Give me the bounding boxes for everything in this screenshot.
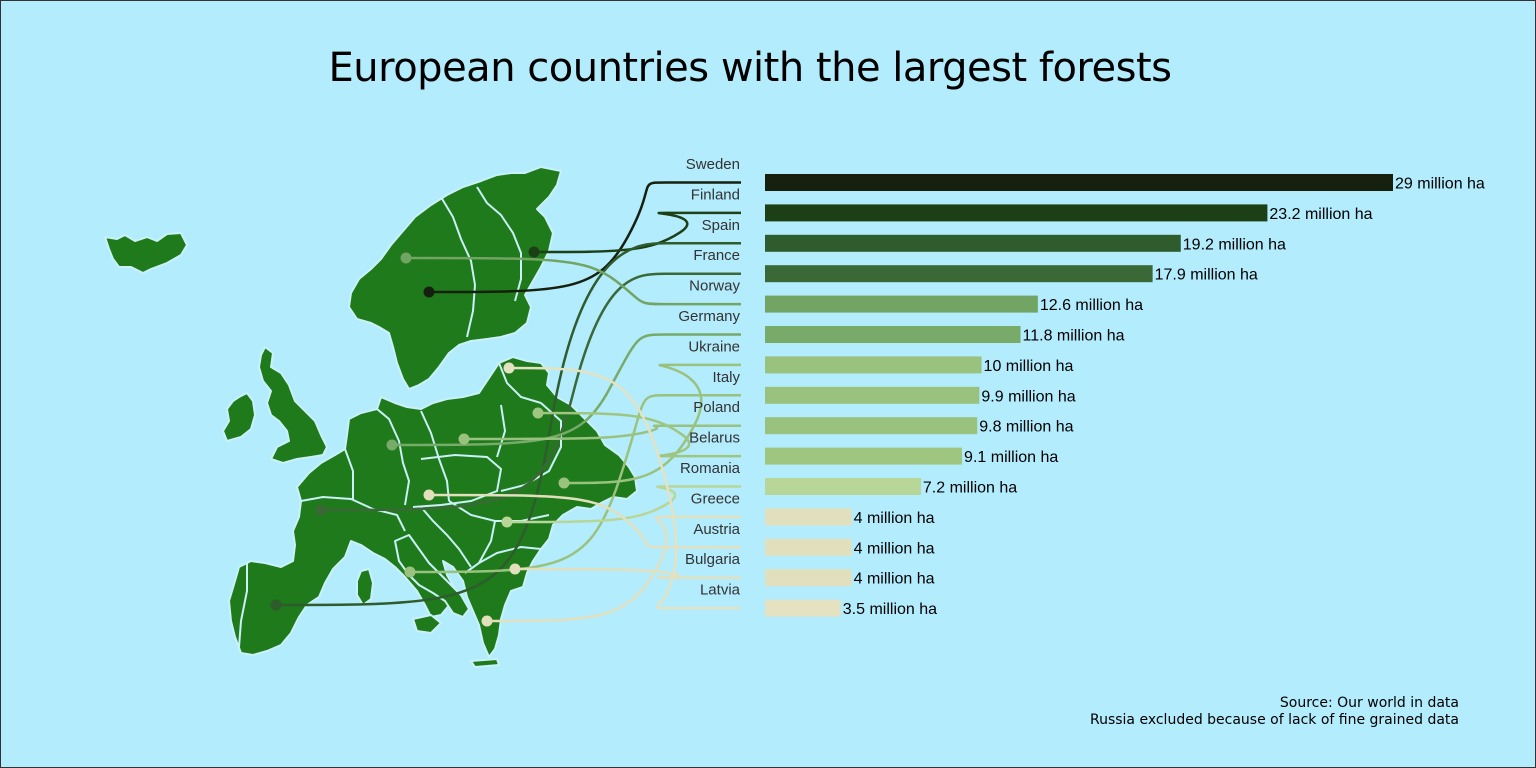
map-continent bbox=[228, 356, 638, 658]
map-dot-spain bbox=[270, 599, 282, 611]
map-dot-sweden bbox=[423, 286, 435, 298]
bar-austria bbox=[765, 538, 852, 556]
category-label-latvia: Latvia bbox=[700, 582, 741, 599]
category-label-norway: Norway bbox=[689, 278, 740, 295]
map-italy bbox=[394, 534, 470, 618]
bar-germany bbox=[765, 326, 1021, 343]
bar-spain bbox=[765, 234, 1181, 252]
category-label-ukraine: Ukraine bbox=[688, 338, 740, 355]
connector-belarus bbox=[537, 411, 741, 458]
value-label-romania: 7.2 million ha bbox=[923, 480, 1017, 497]
bar-finland bbox=[765, 204, 1268, 222]
value-label-sweden: 29 million ha bbox=[1395, 176, 1485, 193]
category-label-spain: Spain bbox=[702, 217, 740, 234]
category-label-romania: Romania bbox=[680, 460, 741, 477]
category-label-finland: Finland bbox=[691, 186, 740, 203]
value-label-latvia: 3.5 million ha bbox=[843, 601, 937, 618]
map-dot-finland bbox=[528, 246, 540, 258]
map-iceland bbox=[104, 232, 188, 274]
map-dot-bulgaria bbox=[509, 563, 521, 575]
connector-romania bbox=[506, 485, 741, 524]
map-crete bbox=[470, 658, 500, 668]
map-dot-austria bbox=[423, 489, 435, 501]
connector-italy bbox=[409, 394, 741, 574]
value-label-belarus: 9.1 million ha bbox=[964, 449, 1058, 466]
map-dot-ukraine bbox=[558, 477, 570, 489]
value-label-norway: 12.6 million ha bbox=[1040, 297, 1143, 314]
category-label-france: France bbox=[693, 247, 740, 264]
value-label-ukraine: 10 million ha bbox=[984, 358, 1074, 375]
map-scandinavia bbox=[348, 166, 562, 390]
map-dot-italy bbox=[404, 566, 416, 578]
bar-latvia bbox=[765, 599, 841, 617]
value-label-poland: 9.8 million ha bbox=[979, 419, 1073, 436]
source-caveat: Russia excluded because of lack of fine … bbox=[1089, 712, 1459, 728]
connector-lines bbox=[270, 181, 741, 627]
map-dot-latvia bbox=[503, 362, 515, 374]
map-sardinia bbox=[356, 568, 374, 606]
bar-bulgaria bbox=[765, 569, 852, 587]
value-label-spain: 19.2 million ha bbox=[1183, 236, 1286, 253]
category-label-belarus: Belarus bbox=[689, 430, 740, 447]
map-sicily bbox=[412, 614, 442, 634]
connector-finland bbox=[533, 211, 741, 254]
connector-sweden bbox=[428, 181, 741, 294]
map-dot-romania bbox=[501, 516, 513, 528]
bar-ukraine bbox=[765, 356, 982, 374]
chart-title: European countries with the largest fore… bbox=[328, 45, 1172, 91]
map-dot-norway bbox=[400, 252, 412, 264]
connector-austria bbox=[428, 493, 741, 549]
value-label-austria: 4 million ha bbox=[854, 540, 935, 557]
bars-group: 29 million ha Sweden 23.2 million ha Finlan… bbox=[678, 156, 1485, 618]
value-label-finland: 23.2 million ha bbox=[1269, 206, 1372, 223]
value-label-italy: 9.9 million ha bbox=[981, 388, 1075, 405]
map-great-britain bbox=[258, 346, 328, 464]
connector-greece bbox=[486, 515, 741, 623]
source-note: Source: Our world in data Russia exclude… bbox=[1090, 695, 1459, 729]
category-label-bulgaria: Bulgaria bbox=[685, 551, 741, 568]
category-label-poland: Poland bbox=[693, 399, 740, 416]
category-label-austria: Austria bbox=[693, 521, 740, 538]
europe-map bbox=[104, 166, 638, 668]
map-dot-france bbox=[315, 504, 327, 516]
map-borders bbox=[238, 186, 562, 648]
connector-bulgaria bbox=[514, 567, 741, 579]
bar-poland bbox=[765, 417, 978, 435]
category-label-sweden: Sweden bbox=[686, 156, 740, 173]
source-line: Source: Our world in data bbox=[1279, 695, 1459, 711]
map-dot-germany bbox=[386, 439, 398, 451]
connector-france bbox=[320, 272, 741, 512]
bar-greece bbox=[765, 508, 852, 526]
map-dot-poland bbox=[458, 433, 470, 445]
map-dot-greece bbox=[481, 615, 493, 627]
bar-italy bbox=[765, 386, 980, 404]
map-ireland bbox=[222, 392, 256, 442]
connector-latvia bbox=[508, 366, 741, 610]
value-label-germany: 11.8 million ha bbox=[1023, 328, 1125, 345]
connector-ukraine bbox=[563, 363, 741, 485]
connector-poland bbox=[463, 424, 741, 441]
value-label-greece: 4 million ha bbox=[854, 510, 935, 527]
category-label-italy: Italy bbox=[712, 369, 740, 386]
bar-romania bbox=[765, 478, 921, 495]
value-label-bulgaria: 4 million ha bbox=[854, 571, 935, 588]
value-label-france: 17.9 million ha bbox=[1155, 267, 1258, 284]
category-label-germany: Germany bbox=[678, 308, 740, 325]
bar-sweden bbox=[765, 174, 1393, 191]
map-dot-belarus bbox=[532, 407, 544, 419]
connector-norway bbox=[405, 256, 741, 306]
connector-germany bbox=[391, 333, 741, 447]
category-label-greece: Greece bbox=[691, 490, 740, 507]
bar-france bbox=[765, 265, 1153, 283]
bar-norway bbox=[765, 295, 1038, 313]
bar-belarus bbox=[765, 447, 963, 465]
